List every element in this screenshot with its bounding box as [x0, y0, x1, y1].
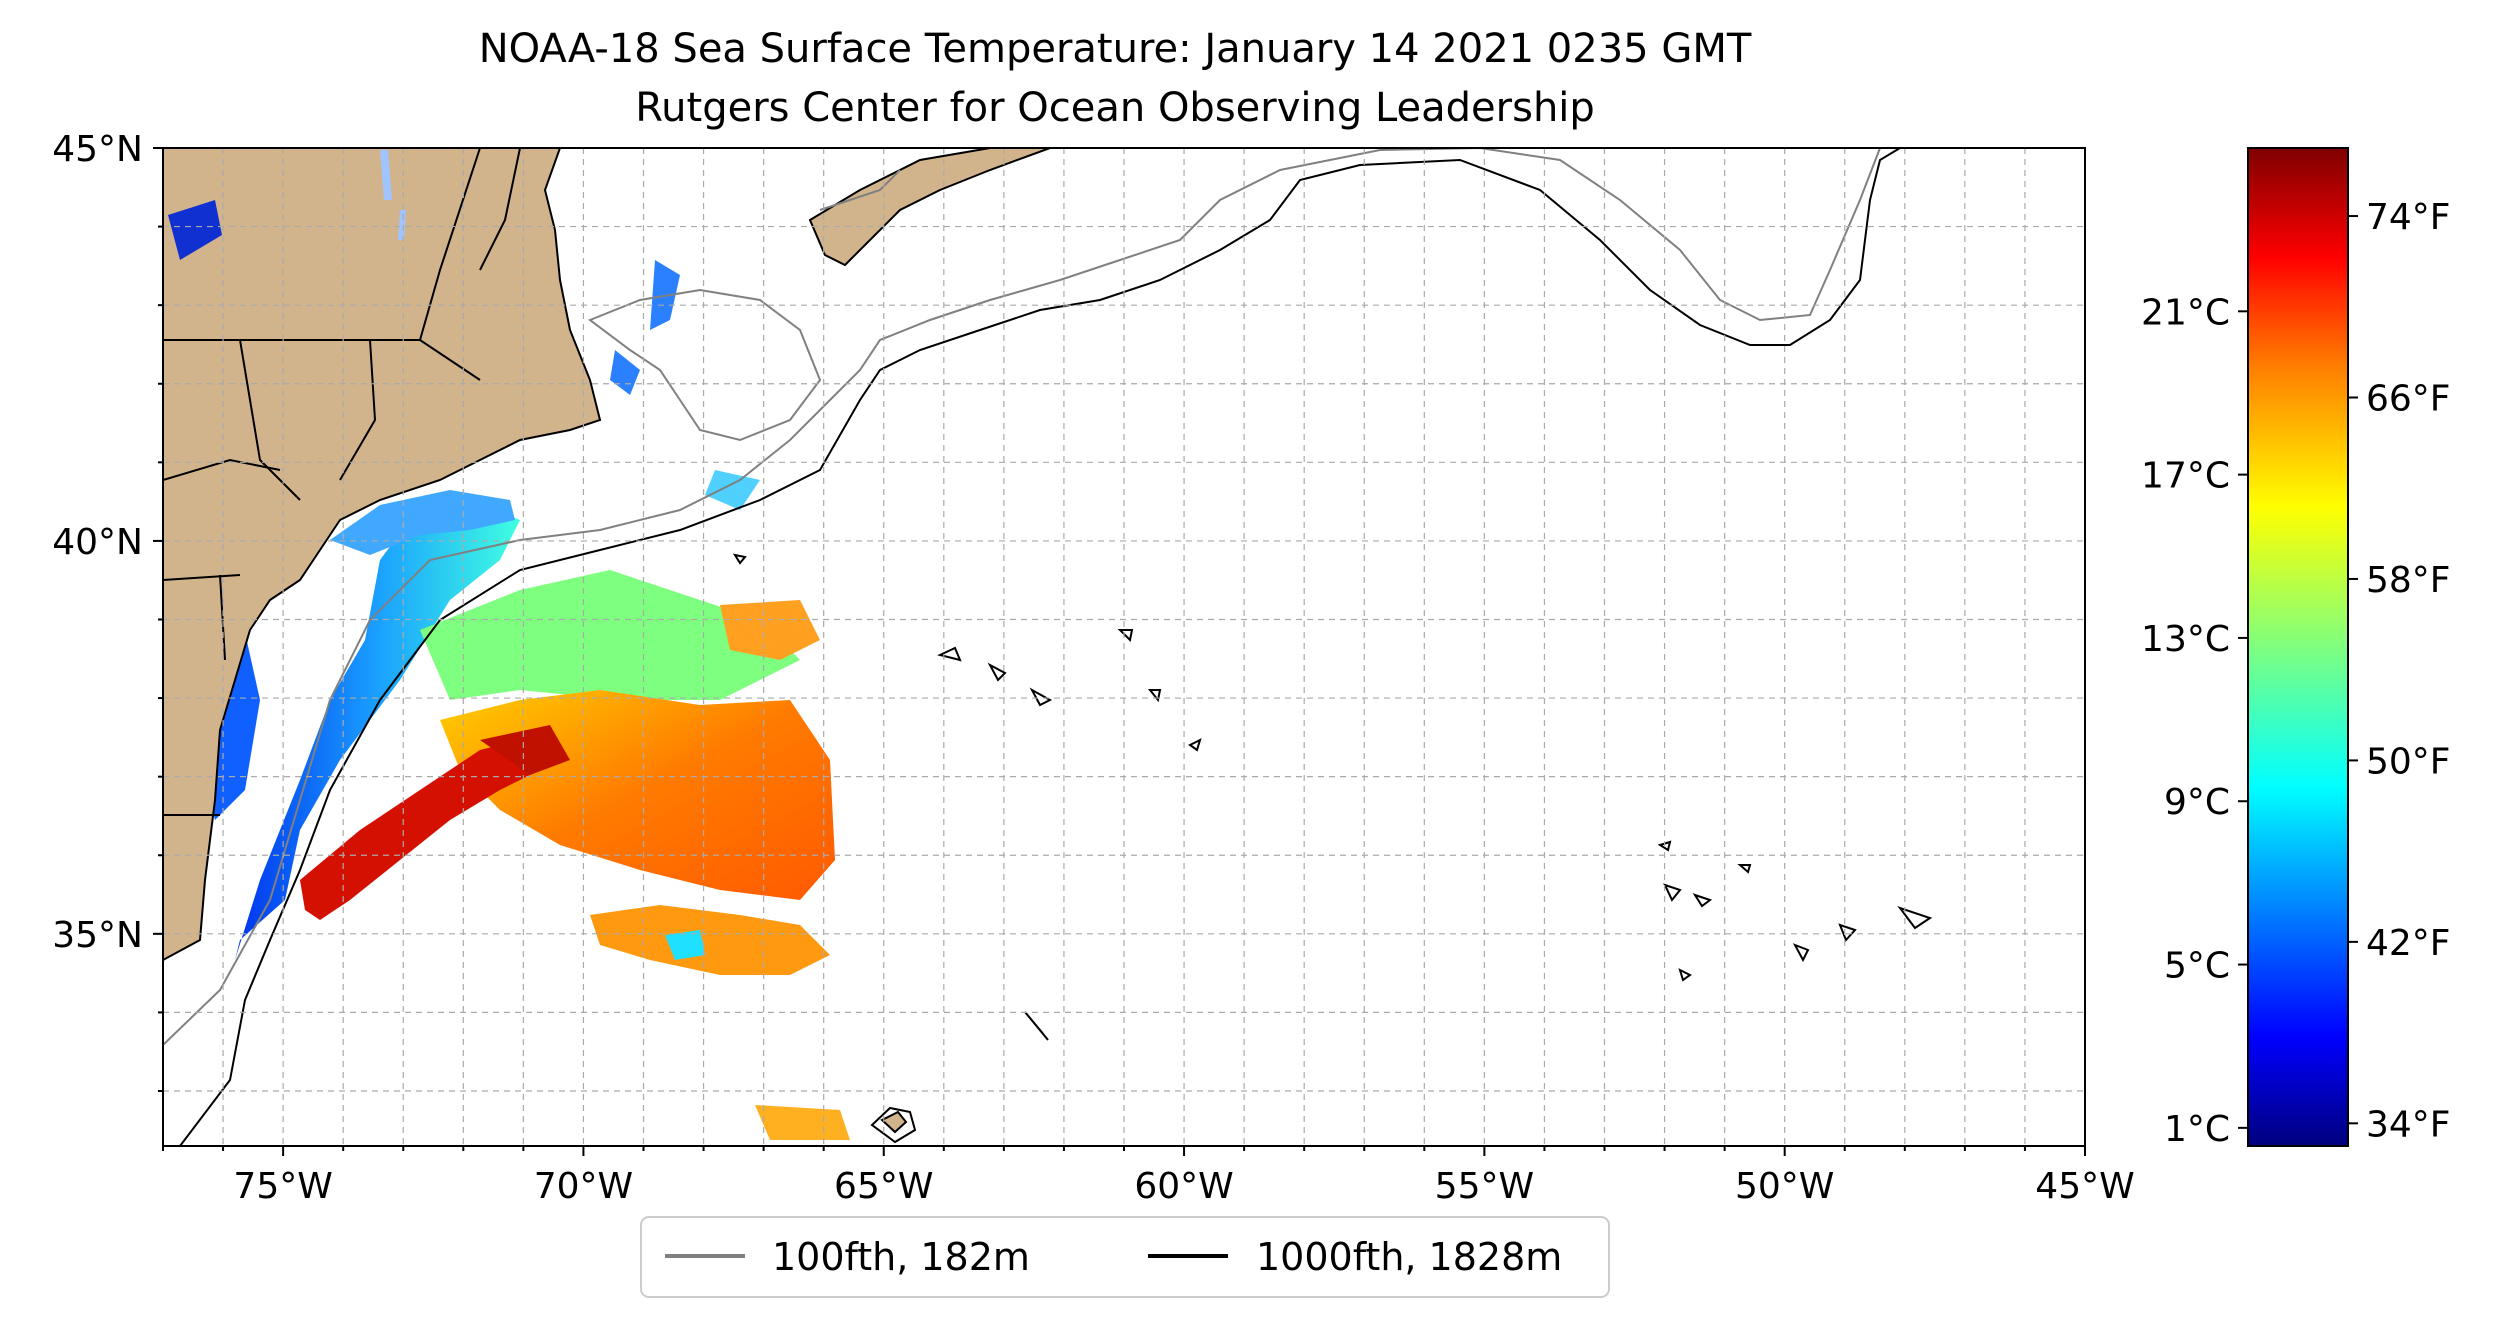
sst-slope-green [420, 570, 800, 700]
x-tick-label: 75°W [233, 1166, 332, 1207]
colorbar-f-tick-label: 34°F [2366, 1104, 2451, 1145]
x-tick-label: 50°W [1735, 1166, 1834, 1207]
latitude-axis: 45°N 40°N 35°N [52, 129, 163, 1092]
sst-north-warm-patch [720, 600, 820, 660]
longitude-axis: 75°W 70°W 65°W 60°W 55°W 50°W 45°W [162, 1146, 2135, 1207]
sst-nj-shelf-cold [330, 490, 515, 555]
land-bermuda [880, 1110, 908, 1134]
seamount [1663, 883, 1682, 902]
sst-small-cyan-patch [665, 930, 705, 960]
legend-label-1000fth: 1000fth, 1828m [1256, 1235, 1562, 1279]
land-nova-scotia [808, 148, 1051, 267]
x-tick-label: 65°W [834, 1166, 933, 1207]
seamount [732, 553, 747, 565]
x-tick-label: 60°W [1134, 1166, 1233, 1207]
legend-label-100fth: 100fth, 182m [772, 1235, 1030, 1279]
colorbar-f-tick-label: 74°F [2366, 197, 2451, 238]
y-tick-label: 40°N [52, 522, 143, 563]
x-tick-label: 45°W [2035, 1166, 2134, 1207]
colorbar-c-tick-label: 5°C [2164, 946, 2230, 987]
title-line-1: NOAA-18 Sea Surface Temperature: January… [479, 26, 1752, 72]
x-tick-label: 55°W [1435, 1166, 1534, 1207]
seamount [1737, 864, 1752, 874]
y-tick-label: 35°N [52, 915, 143, 956]
x-tick-label: 70°W [534, 1166, 633, 1207]
colorbar-celsius-ticks: 1°C 5°C 9°C 13°C 17°C 21°C [2141, 292, 2248, 1150]
y-tick-label: 45°N [52, 129, 143, 170]
sst-gulfstream-core-red-2 [480, 725, 570, 775]
land [163, 148, 1051, 1134]
seamount [1897, 906, 1933, 930]
colorbar-c-tick-label: 21°C [2141, 292, 2230, 333]
seamount [1147, 689, 1162, 703]
seamount [1692, 893, 1713, 908]
seamount [1792, 943, 1810, 963]
sst-south-edge-patch [755, 1105, 850, 1140]
map-panel: 75°W 70°W 65°W 60°W 55°W 50°W 45°W 45°N 40°N 35°… [52, 129, 2134, 1207]
legend: 100fth, 182m 1000fth, 1828m [640, 1216, 1610, 1298]
colorbar-c-tick-label: 1°C [2164, 1109, 2230, 1150]
title-line-2: Rutgers Center for Ocean Observing Leade… [635, 85, 1595, 131]
colorbar-gradient [2247, 147, 2349, 1147]
seamount [1678, 968, 1692, 982]
colorbar-f-tick-label: 42°F [2366, 923, 2451, 964]
colorbar-c-tick-label: 17°C [2141, 456, 2230, 497]
sst-gulf-maine-cold-3 [705, 470, 760, 510]
colorbar-f-tick-label: 66°F [2366, 379, 2451, 420]
seamount [1188, 738, 1202, 752]
seamount [987, 662, 1007, 682]
colorbar-f-tick-label: 58°F [2366, 560, 2451, 601]
sst-gulfstream-core-red [300, 740, 540, 920]
colorbar-c-tick-label: 9°C [2164, 782, 2230, 823]
sst-raster [200, 260, 850, 1140]
inland-water [168, 150, 406, 260]
land-us-mainland [163, 148, 602, 962]
colorbar-fahrenheit-ticks: 34°F 42°F 50°F 58°F 66°F 74°F [2348, 197, 2451, 1145]
sst-south-warm-patch [590, 905, 830, 975]
seamount [937, 646, 962, 662]
legend-box [640, 1216, 1610, 1298]
colorbar: 1°C 5°C 9°C 13°C 17°C 21°C 34°F 42°F 50°F 58°F 66… [2141, 147, 2451, 1150]
isobath-100fth [163, 148, 1881, 1046]
colorbar-f-tick-label: 50°F [2366, 741, 2451, 782]
seamount [870, 1106, 917, 1144]
seamount [1117, 629, 1134, 643]
colorbar-c-tick-label: 13°C [2141, 619, 2230, 660]
gridlines [163, 148, 2085, 1146]
seamount [1838, 923, 1857, 942]
state-borders [163, 148, 521, 816]
seamount [1024, 1011, 1049, 1041]
